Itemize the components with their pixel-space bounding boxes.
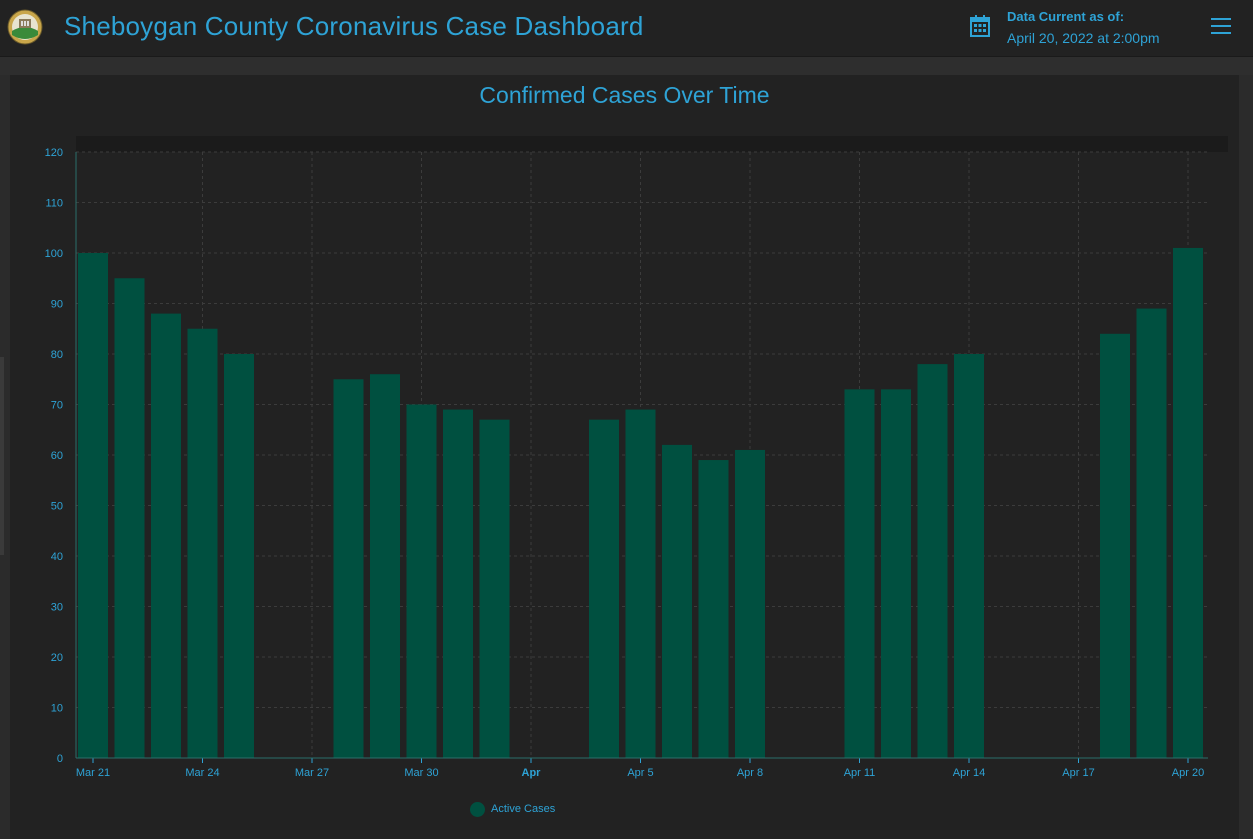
x-tick-label: Apr 20 <box>1172 767 1204 779</box>
bar <box>333 379 364 758</box>
x-tick-label: Apr 8 <box>737 767 763 779</box>
y-tick-label: 40 <box>51 551 63 563</box>
y-tick-label: 30 <box>51 602 63 614</box>
y-tick-label: 10 <box>51 703 63 715</box>
y-tick-label: 100 <box>45 248 63 260</box>
legend-label-active-cases: Active Cases <box>491 803 556 815</box>
bar <box>881 389 911 758</box>
app-header: Sheboygan County Coronavirus Case Dashbo… <box>0 0 1253 57</box>
bar <box>479 419 510 758</box>
bar <box>1173 247 1203 758</box>
x-tick-label: Mar 21 <box>76 767 110 779</box>
x-tick-label: Apr <box>522 767 542 779</box>
county-seal-logo-icon <box>7 9 43 45</box>
page-top-strip <box>0 57 1253 75</box>
x-tick-label: Mar 30 <box>404 767 438 779</box>
bar <box>406 404 437 758</box>
y-tick-label: 90 <box>51 299 63 311</box>
y-tick-label: 50 <box>51 501 63 513</box>
y-tick-label: 60 <box>51 450 63 462</box>
bar <box>735 449 765 758</box>
bar <box>370 374 400 758</box>
bar <box>625 409 656 758</box>
chart-title: Confirmed Cases Over Time <box>479 82 770 108</box>
bar <box>917 364 948 758</box>
chart-legend[interactable]: Active Cases <box>470 800 555 818</box>
y-tick-label: 20 <box>51 652 63 664</box>
plot-top-band <box>76 136 1228 152</box>
bar <box>662 444 692 758</box>
x-tick-label: Apr 11 <box>844 767 876 779</box>
legend-swatch-active-cases <box>470 801 485 817</box>
x-tick-label: Apr 14 <box>953 767 985 779</box>
bar <box>589 419 619 758</box>
bar <box>698 460 729 758</box>
x-tick-label: Apr 17 <box>1062 767 1094 779</box>
side-panel-edge <box>0 357 4 555</box>
bar <box>954 354 984 758</box>
bar <box>187 328 218 758</box>
hamburger-menu-icon[interactable] <box>1211 17 1231 35</box>
bar <box>78 253 108 758</box>
y-tick-label: 120 <box>45 147 63 159</box>
bar <box>224 354 254 758</box>
data-current-date: April 20, 2022 at 2:00pm <box>1007 30 1160 46</box>
data-current-label: Data Current as of: <box>1007 9 1125 24</box>
dashboard-title: Sheboygan County Coronavirus Case Dashbo… <box>64 11 644 41</box>
x-tick-label: Apr 5 <box>627 767 653 779</box>
calendar-icon <box>970 15 990 37</box>
y-tick-label: 110 <box>45 198 63 210</box>
bar <box>1136 308 1167 758</box>
x-tick-label: Mar 24 <box>185 767 219 779</box>
bar <box>844 389 875 758</box>
y-tick-label: 80 <box>51 349 63 361</box>
bar <box>151 313 181 758</box>
bar <box>1100 333 1130 758</box>
bar <box>443 409 473 758</box>
y-tick-label: 0 <box>57 753 63 765</box>
y-tick-label: 70 <box>51 400 63 412</box>
bar <box>114 278 145 758</box>
x-tick-label: Mar 27 <box>295 767 329 779</box>
